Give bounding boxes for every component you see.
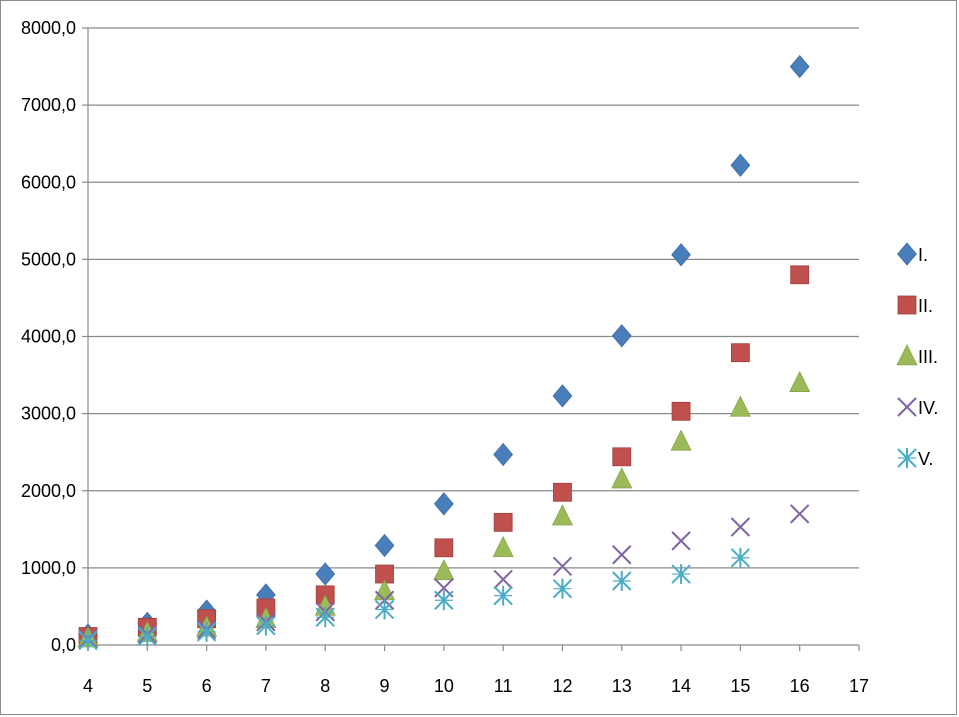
legend-label: III. — [918, 347, 938, 367]
x-tick-label: 15 — [730, 676, 750, 696]
data-point — [730, 343, 750, 363]
data-point — [612, 447, 632, 467]
data-point — [730, 153, 751, 177]
data-point — [493, 569, 513, 590]
series-5 — [78, 547, 751, 651]
data-point — [671, 564, 691, 585]
data-point — [611, 467, 633, 489]
data-point — [670, 429, 692, 451]
legend-marker — [897, 295, 917, 315]
x-tick-label: 12 — [552, 676, 572, 696]
legend-marker — [897, 448, 917, 468]
legend-item: V. — [897, 448, 933, 469]
data-point — [78, 630, 98, 651]
legend-item: II. — [897, 295, 933, 316]
legend-item: IV. — [897, 397, 938, 418]
gridlines — [88, 27, 859, 569]
data-point — [612, 545, 632, 565]
y-tick-label: 6000,0 — [21, 172, 76, 192]
data-point — [434, 538, 454, 558]
legend-item: I. — [897, 242, 928, 266]
x-tick-label: 4 — [83, 676, 93, 696]
legend-marker — [897, 397, 917, 417]
y-tick-label: 3000,0 — [21, 404, 76, 424]
data-point — [671, 531, 691, 551]
y-tick-label: 1000,0 — [21, 558, 76, 578]
y-tick-label: 4000,0 — [21, 327, 76, 347]
data-point — [729, 395, 751, 417]
x-tick-label: 16 — [790, 676, 810, 696]
legend: I. II. III. IV. V. — [896, 242, 938, 469]
data-point — [552, 556, 573, 577]
x-axis-ticks: 4 5 6 7 8 9 10 11 12 13 14 15 16 17 — [83, 676, 869, 696]
legend-marker — [897, 242, 917, 266]
data-point — [137, 626, 158, 647]
y-tick-label: 0,0 — [51, 635, 76, 655]
data-point — [552, 578, 573, 599]
data-point — [671, 243, 691, 267]
data-point — [315, 607, 335, 628]
x-tick-label: 11 — [494, 676, 513, 696]
legend-label: V. — [918, 449, 933, 469]
data-point — [493, 585, 513, 606]
axes — [82, 27, 860, 651]
y-tick-label: 8000,0 — [21, 18, 76, 38]
legend-label: II. — [918, 296, 933, 316]
legend-item: III. — [896, 344, 938, 367]
data-point — [611, 324, 632, 348]
data-point — [493, 442, 514, 467]
data-point — [493, 512, 513, 532]
x-tick-label: 13 — [612, 676, 632, 696]
y-axis-ticks: 0,0 1000,0 2000,0 3000,0 4000,0 5000,0 6000,0 7… — [21, 18, 76, 655]
data-point — [612, 570, 632, 591]
series-4 — [78, 504, 810, 649]
data-point — [433, 559, 455, 581]
data-point — [552, 384, 573, 408]
y-tick-label: 7000,0 — [21, 95, 76, 115]
data-point — [374, 599, 395, 620]
data-point — [730, 517, 751, 537]
x-tick-label: 17 — [849, 676, 869, 696]
legend-label: IV. — [918, 398, 938, 418]
data-point — [671, 401, 691, 421]
data-point — [553, 482, 572, 502]
data-point — [315, 562, 336, 586]
data-point — [434, 590, 454, 611]
x-tick-label: 10 — [434, 676, 454, 696]
data-point — [789, 504, 810, 524]
data-point — [551, 504, 574, 526]
legend-label: I. — [918, 245, 928, 265]
data-points — [77, 54, 811, 651]
data-point — [730, 547, 751, 568]
x-tick-label: 8 — [320, 676, 330, 696]
series-1 — [78, 54, 810, 647]
data-point — [789, 54, 810, 79]
y-tick-label: 5000,0 — [21, 249, 76, 269]
x-tick-label: 6 — [202, 676, 212, 696]
x-tick-label: 7 — [261, 676, 271, 696]
x-tick-label: 14 — [671, 676, 691, 696]
data-point — [256, 615, 276, 636]
data-point — [374, 533, 395, 558]
data-point — [790, 265, 810, 285]
data-point — [196, 621, 217, 642]
y-tick-label: 2000,0 — [21, 481, 76, 501]
data-point — [433, 492, 454, 516]
data-point — [789, 370, 811, 392]
legend-marker — [896, 344, 918, 366]
data-point — [492, 535, 514, 558]
x-tick-label: 5 — [142, 676, 152, 696]
x-tick-label: 9 — [380, 676, 390, 696]
